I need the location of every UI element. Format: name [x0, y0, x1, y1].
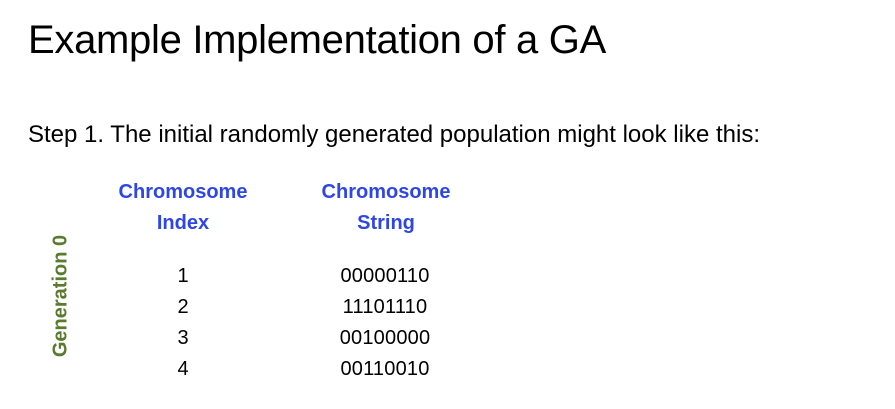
chromosome-string-cell: 11101110 — [342, 296, 428, 318]
column-header-index-line-1: Chromosome — [118, 181, 248, 203]
chromosome-index-cell: 2 — [177, 296, 189, 318]
table-row: 1 00000110 — [0, 261, 600, 292]
column-header-string-line-1: Chromosome — [321, 181, 451, 203]
population-table: 1 00000110 2 11101110 3 00100000 4 00110… — [0, 261, 600, 385]
table-row: 2 11101110 — [0, 292, 600, 323]
chromosome-string-cell: 00000110 — [340, 265, 430, 287]
column-header-index-line-2: Index — [156, 212, 210, 234]
column-header-chromosome-string: Chromosome String — [306, 177, 466, 239]
chromosome-index-cell: 1 — [177, 265, 189, 287]
table-row: 3 00100000 — [0, 323, 600, 354]
chromosome-index-cell: 4 — [177, 358, 189, 380]
chromosome-string-cell: 00110010 — [340, 358, 430, 380]
table-row: 4 00110010 — [0, 354, 600, 385]
column-header-chromosome-index: Chromosome Index — [103, 177, 263, 239]
step-description: Step 1. The initial randomly generated p… — [28, 121, 760, 148]
slide-title: Example Implementation of a GA — [28, 18, 606, 62]
column-header-string-line-2: String — [357, 212, 415, 234]
chromosome-string-cell: 00100000 — [339, 327, 431, 349]
chromosome-index-cell: 3 — [177, 327, 189, 349]
